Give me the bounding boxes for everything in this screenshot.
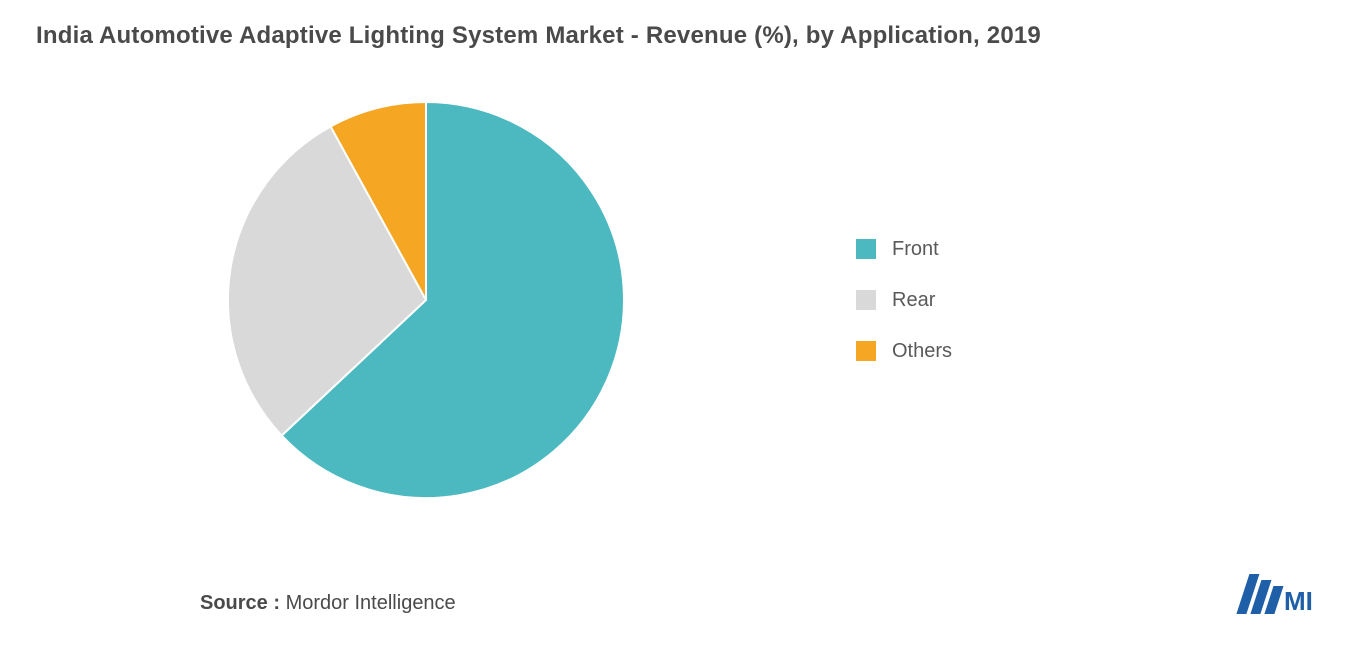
pie-chart [36, 70, 816, 530]
legend-item-others: Others [856, 340, 1330, 363]
legend-label: Rear [892, 289, 935, 312]
legend-item-front: Front [856, 238, 1330, 261]
brand-logo: MI [1224, 566, 1320, 627]
chart-card: India Automotive Adaptive Lighting Syste… [0, 0, 1366, 655]
source-label: Source : [200, 592, 280, 614]
legend-item-rear: Rear [856, 289, 1330, 312]
pie-container [36, 70, 816, 530]
svg-text:MI: MI [1284, 586, 1313, 616]
legend-swatch-icon [856, 290, 876, 310]
legend: Front Rear Others [816, 210, 1330, 391]
source-line: Source : Mordor Intelligence [200, 592, 456, 615]
legend-swatch-icon [856, 239, 876, 259]
brand-logo-svg: MI [1224, 566, 1320, 622]
legend-swatch-icon [856, 341, 876, 361]
legend-label: Others [892, 340, 952, 363]
legend-label: Front [892, 238, 939, 261]
chart-row: Front Rear Others [36, 70, 1330, 530]
source-value: Mordor Intelligence [286, 592, 456, 614]
chart-title: India Automotive Adaptive Lighting Syste… [36, 22, 1330, 50]
